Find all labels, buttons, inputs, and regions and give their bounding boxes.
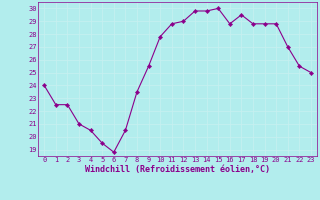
X-axis label: Windchill (Refroidissement éolien,°C): Windchill (Refroidissement éolien,°C) — [85, 165, 270, 174]
